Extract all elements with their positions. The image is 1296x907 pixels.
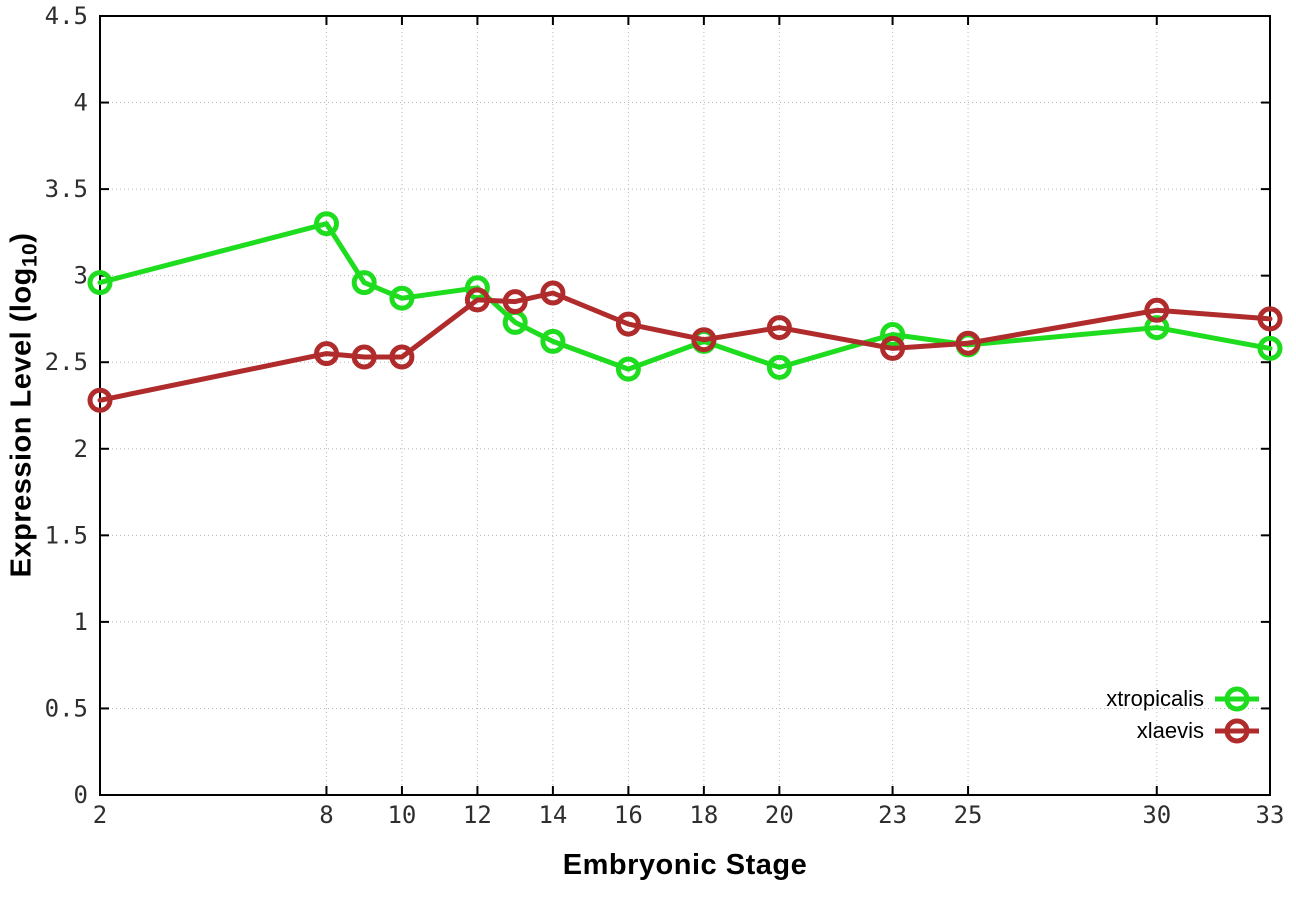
legend-marker-xtropicalis [1215,686,1259,711]
x-tick-label: 20 [765,801,794,829]
y-tick-label: 2.5 [45,348,88,376]
data-point-xtropicalis-stage-20 [766,354,792,380]
x-tick-label: 18 [689,801,718,829]
legend-marker-xlaevis [1215,718,1259,743]
y-tick-label: 3 [74,262,88,290]
data-point-xtropicalis-stage-30 [1144,315,1170,341]
data-point-xtropicalis-stage-23 [880,322,906,347]
data-point-xtropicalis-stage-8 [314,211,339,237]
data-point-xlaevis-stage-2 [87,387,113,413]
series-line-xtropicalis [97,221,1273,372]
data-point-xlaevis-stage-33 [1257,306,1283,332]
y-axis-title-subscript: 10 [18,242,42,268]
data-point-xlaevis-stage-8 [314,341,339,367]
y-tick-label: 0 [74,781,88,809]
y-axis-title: Expression Level (log10) [6,233,43,578]
x-tick-label: 23 [878,801,907,829]
data-point-xlaevis-stage-18 [691,327,717,353]
data-point-xlaevis-stage-16 [615,311,641,337]
x-tick-label: 30 [1142,801,1171,829]
x-axis-title: Embryonic Stage [562,849,808,881]
y-tick-label: 4.5 [45,2,88,30]
data-point-xlaevis-stage-14 [540,280,566,306]
y-tick-label: 4 [74,89,88,117]
data-point-xlaevis-stage-23 [880,335,906,361]
x-tick-label: 14 [538,801,567,829]
data-point-xtropicalis-stage-2 [87,270,113,296]
x-tick-label: 8 [319,801,333,829]
x-tick-label: 16 [614,801,643,829]
data-point-xlaevis-stage-20 [766,315,792,341]
data-point-xtropicalis-stage-14 [540,328,566,354]
data-point-xlaevis-stage-9 [351,344,377,370]
legend-label-xtropicalis: xtropicalis [1106,685,1204,711]
legend-item-xlaevis: xlaevis [1137,716,1260,745]
plot-border [99,15,1271,796]
y-tick-label: 2 [74,435,88,463]
series-xtropicalis [87,211,1283,382]
y-tick-label: 0.5 [45,694,88,722]
x-tick-label: 2 [93,801,107,829]
series-xlaevis [87,280,1283,413]
tick-labels: 2 8 10 12 14 16 18 20 23 25 30 33 0 0.5 1 1.5 2 2.5 3 3.5 4 4… [45,2,1285,829]
data-point-xtropicalis-stage-10 [389,285,415,311]
data-point-xtropicalis-stage-33 [1257,335,1283,361]
axis-ticks [99,15,1271,796]
y-tick-label: 3.5 [45,175,88,203]
x-tick-label: 25 [954,801,983,829]
y-tick-label: 1.5 [45,521,88,549]
data-point-xlaevis-stage-10 [389,344,415,370]
y-axis-title-end: ) [5,232,38,243]
y-axis-title-main: Expression Level (log [5,267,38,578]
y-tick-label: 1 [74,608,88,636]
legend-label-xlaevis: xlaevis [1136,717,1204,743]
data-point-xlaevis-stage-30 [1144,297,1170,323]
x-tick-label: 33 [1256,801,1285,829]
data-point-xtropicalis-stage-16 [615,356,641,382]
data-point-xlaevis-stage-12 [464,287,490,313]
legend-item-xtropicalis: xtropicalis [1106,684,1260,713]
x-tick-label: 12 [463,801,492,829]
legend: xtropicalis xlaevis [1106,684,1260,745]
data-point-xlaevis-stage-13 [502,289,528,315]
data-point-xtropicalis-stage-9 [351,270,377,296]
series-line-xlaevis [97,290,1273,403]
data-point-xlaevis-stage-25 [955,330,981,356]
gridlines [100,16,1270,795]
x-tick-label: 10 [387,801,416,829]
